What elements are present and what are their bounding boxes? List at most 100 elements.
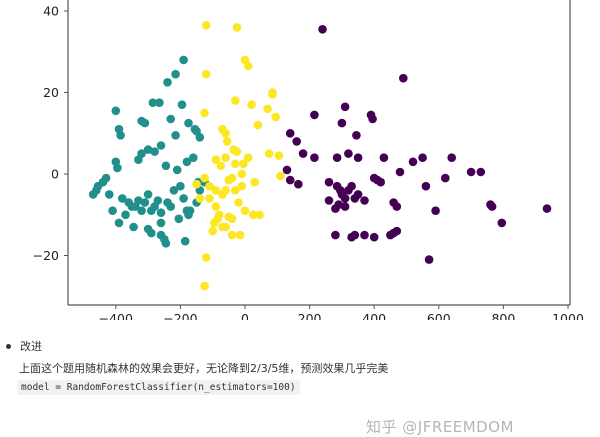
data-point <box>189 153 198 162</box>
x-tick-label: 800 <box>491 311 515 320</box>
data-point <box>340 102 350 112</box>
data-point <box>231 96 240 105</box>
data-point <box>476 167 486 177</box>
data-point <box>182 157 192 167</box>
data-point <box>221 129 230 138</box>
data-point <box>163 78 172 87</box>
data-point <box>408 157 418 167</box>
data-point <box>418 153 427 162</box>
data-point <box>353 153 363 162</box>
data-point <box>248 210 258 220</box>
data-point <box>227 230 237 240</box>
y-tick-label: −20 <box>33 248 59 263</box>
x-tick-label: 1000 <box>552 311 584 320</box>
data-point <box>247 100 256 109</box>
data-point <box>276 171 285 181</box>
data-point <box>255 210 264 220</box>
data-point <box>143 224 153 234</box>
data-point <box>108 206 117 215</box>
data-point <box>172 165 182 175</box>
data-point <box>392 202 402 211</box>
data-point <box>118 194 127 203</box>
data-point <box>352 131 361 140</box>
x-tick-label: 400 <box>362 311 386 320</box>
data-point <box>542 204 552 213</box>
data-point <box>243 61 253 71</box>
data-point <box>213 214 222 224</box>
data-point <box>105 190 114 199</box>
data-point <box>201 69 211 79</box>
data-point <box>350 194 360 203</box>
data-point <box>340 194 350 203</box>
data-point <box>171 69 180 79</box>
data-point <box>180 236 190 246</box>
data-point <box>360 196 369 205</box>
data-point <box>235 230 245 240</box>
data-point <box>331 230 340 240</box>
data-point <box>274 151 284 160</box>
data-point <box>253 120 263 130</box>
data-point <box>243 153 253 162</box>
data-point <box>285 129 295 138</box>
data-point <box>324 196 334 205</box>
data-point <box>192 179 201 189</box>
data-point <box>174 214 184 224</box>
data-point <box>148 98 158 107</box>
data-point <box>221 222 230 232</box>
data-point <box>184 118 193 128</box>
data-point <box>310 110 319 120</box>
data-point <box>232 23 242 32</box>
y-tick-label: 0 <box>51 167 59 182</box>
data-point <box>368 114 377 124</box>
data-point <box>200 108 209 118</box>
data-point <box>137 206 146 215</box>
data-point <box>156 218 166 228</box>
data-point <box>211 186 221 195</box>
data-point <box>171 131 180 140</box>
data-point <box>373 175 382 185</box>
data-point <box>318 25 327 34</box>
data-point <box>200 281 209 291</box>
data-point <box>344 149 353 158</box>
data-point <box>190 124 200 134</box>
x-tick-label: 200 <box>298 311 322 320</box>
data-point <box>205 194 214 203</box>
data-point <box>237 169 247 179</box>
data-point <box>250 177 259 187</box>
data-point <box>441 173 450 183</box>
data-point <box>88 190 98 199</box>
data-point <box>237 181 247 191</box>
data-point <box>431 206 440 215</box>
data-point <box>424 255 434 264</box>
data-point <box>195 194 205 203</box>
data-point <box>129 222 138 232</box>
data-point <box>240 206 250 215</box>
y-tick-label: 20 <box>43 85 59 100</box>
data-point <box>111 106 121 116</box>
data-point <box>447 153 457 162</box>
data-point <box>127 202 137 211</box>
data-point <box>271 112 281 122</box>
data-point <box>153 196 163 205</box>
data-point <box>179 55 188 65</box>
watermark: 知乎 @JFREEMDOM <box>366 418 514 436</box>
data-point <box>114 218 124 228</box>
data-point <box>113 163 122 173</box>
data-point <box>347 181 356 191</box>
data-point <box>395 167 405 177</box>
data-point <box>140 118 150 128</box>
data-point <box>294 179 303 189</box>
x-tick-label: 600 <box>427 311 451 320</box>
data-point <box>208 226 217 236</box>
data-point <box>292 137 302 146</box>
x-ticks: −400 −200 0 200 400 600 800 1000 <box>99 305 584 320</box>
data-point <box>497 218 507 228</box>
data-point <box>200 173 209 183</box>
bullet-label: 改进 <box>20 340 42 353</box>
data-point <box>231 186 240 195</box>
x-tick-label: −200 <box>163 311 197 320</box>
data-point <box>337 118 347 128</box>
data-point <box>201 253 211 262</box>
data-point <box>184 210 193 220</box>
